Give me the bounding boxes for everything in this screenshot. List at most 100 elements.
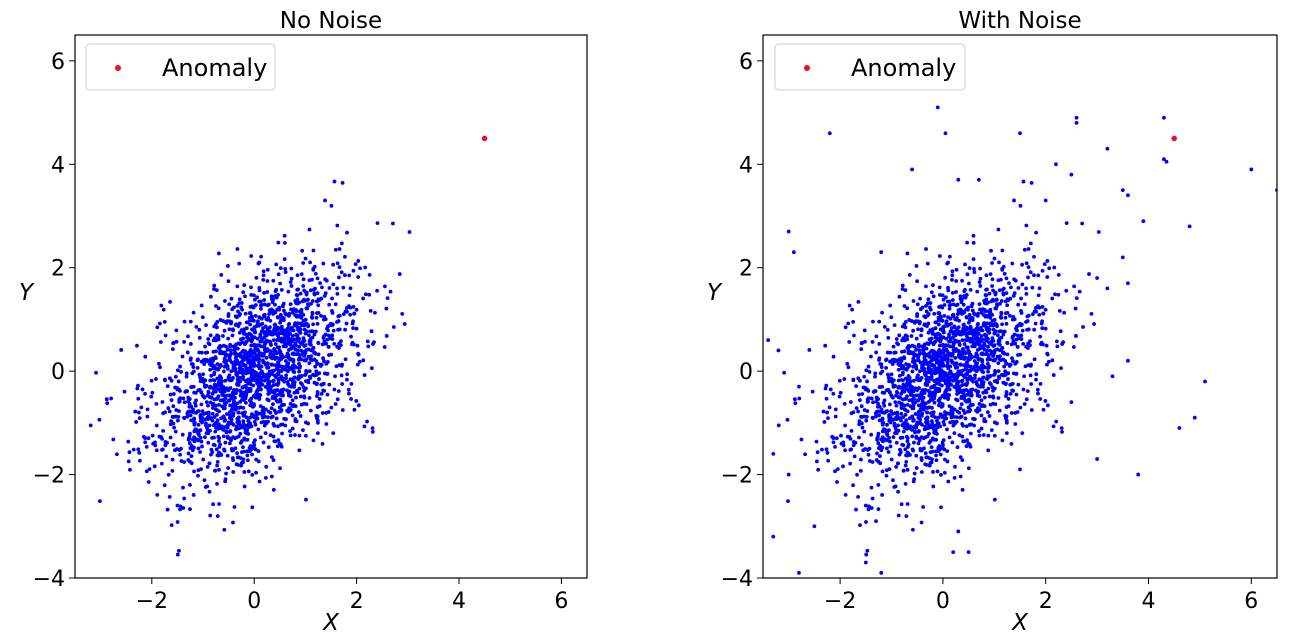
data-point [287,311,292,316]
data-point [910,527,915,532]
data-point [199,467,203,472]
data-point [271,378,276,383]
data-point [950,273,955,278]
x-tick-label: 6 [1244,589,1258,614]
data-point [950,335,955,340]
data-point [321,335,326,340]
data-point [345,377,349,382]
data-point [197,372,202,377]
data-point [203,384,208,389]
plot-frame [762,34,1278,579]
data-point [1005,352,1010,357]
data-point [322,388,327,393]
data-point [975,367,980,372]
data-point [961,328,966,333]
data-point [309,315,314,319]
data-point [1004,431,1009,436]
data-point [943,295,948,300]
data-point [882,410,887,415]
data-point [174,408,179,412]
data-point [238,431,243,436]
data-point [982,417,987,421]
data-point [195,358,200,363]
data-point [391,325,396,329]
data-point [847,340,852,344]
data-point [345,309,349,314]
data-point [1045,275,1050,279]
data-point [358,266,362,271]
legend-marker-anomaly [115,65,121,71]
data-point [942,314,947,318]
data-point [991,327,996,332]
data-point [244,356,249,360]
data-point [966,550,971,555]
data-point [263,348,268,353]
data-point [985,357,990,362]
data-point [963,338,968,342]
data-point [891,478,895,483]
data-point [295,293,300,298]
data-point [920,364,925,369]
data-point [843,448,848,453]
data-point [323,198,327,203]
data-point [317,377,321,381]
data-point [273,310,278,315]
data-point [283,364,288,369]
data-point [304,497,308,502]
data-point [256,449,261,454]
data-point [245,453,250,458]
data-point [218,398,223,403]
data-point [225,347,230,352]
data-point [904,383,909,388]
data-point [293,417,298,421]
data-point [290,334,295,338]
data-point [939,472,943,477]
data-point [293,433,297,437]
data-point [219,424,224,429]
data-point [278,409,283,414]
data-point [361,296,365,301]
data-point [797,396,802,401]
data-point [324,410,329,415]
data-point [182,319,187,324]
data-point [261,269,266,274]
data-point [946,366,951,371]
data-point [1004,321,1009,326]
data-point [296,321,300,326]
data-point [288,343,293,347]
data-point [912,471,917,476]
data-point [331,328,336,333]
data-point [922,355,927,360]
data-point [267,382,271,386]
data-point [948,369,953,374]
data-point [352,311,356,316]
data-point [299,272,304,277]
data-point [931,283,935,288]
data-point [231,392,236,396]
data-point [938,452,943,457]
data-point [288,433,293,438]
data-point [344,305,349,310]
data-point [282,257,287,262]
data-point [1192,415,1197,420]
data-point [1038,397,1043,401]
data-point [1036,293,1041,298]
data-point [961,423,965,428]
data-point [265,372,270,377]
data-point [980,369,985,374]
x-tick-label: 0 [936,589,950,614]
data-point [925,261,930,266]
data-point [354,307,359,312]
data-point [823,343,828,348]
data-point [278,313,283,317]
data-point [288,280,293,285]
data-point [938,412,943,416]
data-point [839,433,843,438]
data-point [299,316,304,320]
data-point [177,548,181,553]
data-point [995,380,1000,385]
data-point [194,410,199,415]
data-point [327,323,332,328]
data-point [315,418,320,423]
data-point [370,429,375,434]
